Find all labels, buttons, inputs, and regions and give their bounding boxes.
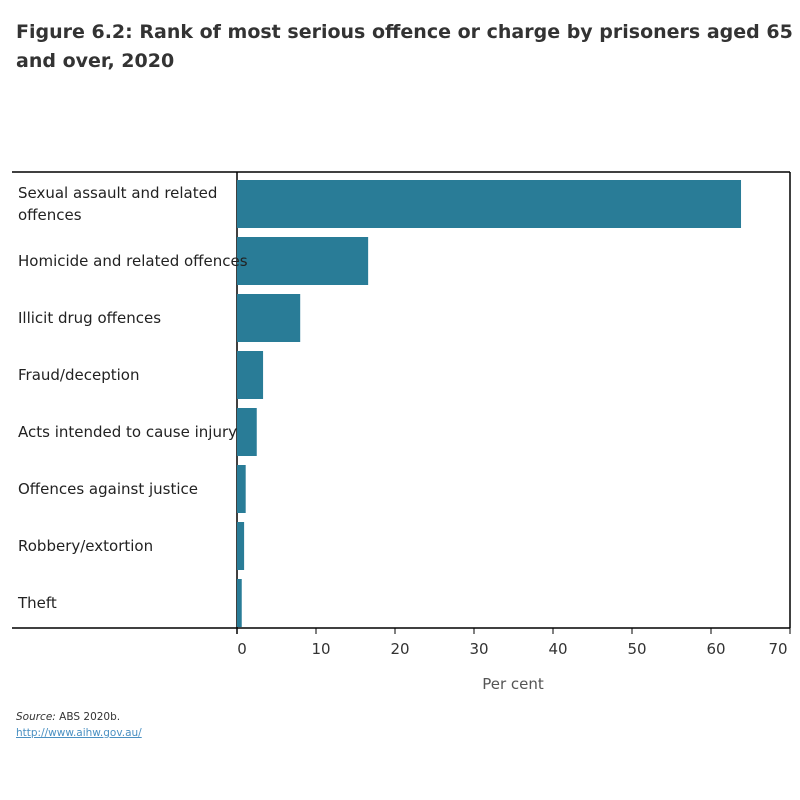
bar-7 xyxy=(237,579,242,627)
aihw-link[interactable]: http://www.aihw.gov.au/ xyxy=(16,727,142,739)
x-tick-label-4: 40 xyxy=(548,640,567,658)
chart-title: Figure 6.2: Rank of most serious offence… xyxy=(16,21,793,72)
bar-4 xyxy=(237,408,257,456)
bar-6 xyxy=(237,522,245,570)
x-tick-label-0: 0 xyxy=(237,640,247,658)
bar-5 xyxy=(237,465,246,513)
x-tick-label-5: 50 xyxy=(627,640,646,658)
x-tick-label-7: 70 xyxy=(768,640,787,658)
category-label-2: Illicit drug offences xyxy=(18,309,161,327)
bar-0 xyxy=(237,180,742,228)
bar-3 xyxy=(237,351,264,399)
source-note: Source: ABS 2020b. xyxy=(16,711,120,723)
category-label-3: Fraud/deception xyxy=(18,366,139,384)
category-label-1: Homicide and related offences xyxy=(18,252,248,270)
x-tick-label-1: 10 xyxy=(311,640,330,658)
x-tick-label-6: 60 xyxy=(706,640,725,658)
source-text: ABS 2020b. xyxy=(55,711,121,723)
x-tick-label-3: 30 xyxy=(469,640,488,658)
category-label-7: Theft xyxy=(17,594,57,612)
x-tick-label-2: 20 xyxy=(390,640,409,658)
bar-2 xyxy=(237,294,301,342)
category-label-0: Sexual assault and related offences xyxy=(18,184,217,224)
category-label-5: Offences against justice xyxy=(18,480,198,498)
x-axis-label: Per cent xyxy=(482,675,544,693)
category-label-6: Robbery/extortion xyxy=(18,537,153,555)
bar-1 xyxy=(237,237,369,285)
category-label-4: Acts intended to cause injury xyxy=(18,423,237,441)
source-label: Source: xyxy=(16,711,56,723)
